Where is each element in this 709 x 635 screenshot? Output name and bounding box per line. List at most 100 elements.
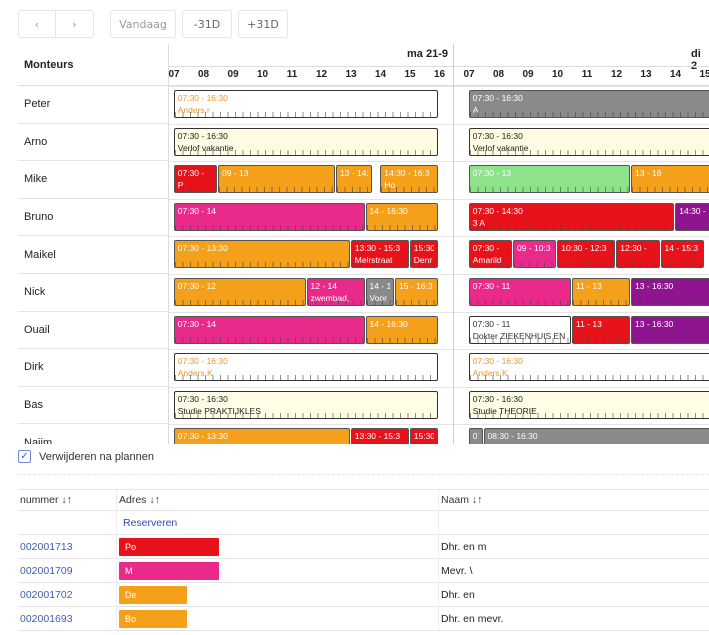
appointment-block[interactable]: 15:30 Denr [409, 240, 439, 269]
col-nummer-header[interactable]: nummer ↓↑ [20, 494, 72, 506]
address-chip[interactable]: De [119, 585, 187, 604]
appointment-time: 07:30 - 16:30 [472, 393, 523, 404]
hour-label: 14 [669, 69, 682, 80]
appointment-block[interactable]: 07:30 - Amarild [468, 240, 512, 269]
appointment-label: Amarild [472, 255, 502, 266]
time-ticks [632, 187, 709, 193]
appointment-time: 13 - 16 [635, 168, 662, 179]
appointment-block[interactable]: 15:30 [409, 428, 439, 444]
address-chip[interactable]: Po [119, 537, 219, 556]
appointment-time: 09 - 13 [222, 168, 249, 179]
appointment-block[interactable]: 07:30 - 16:30 Verlof vakantie [468, 127, 709, 156]
name-cell: Dhr. en mevr. [438, 607, 709, 630]
appointment-block[interactable]: 13 - 16 [631, 165, 709, 194]
order-number-link[interactable]: 002001713 [20, 540, 73, 553]
hour-label: 09 [227, 69, 239, 80]
appointment-block[interactable]: 14 - 15:3 [660, 240, 704, 269]
appointment-block[interactable]: 07:30 - 14 [173, 315, 365, 344]
appointment-block[interactable]: 13:30 - 15:3 Meirstraat [350, 240, 409, 269]
reserve-link[interactable]: Reserveren [116, 511, 438, 534]
appointment-block[interactable]: 07:30 - 13 [468, 165, 630, 194]
minus-31d-button[interactable]: -31D [182, 10, 232, 38]
table-row[interactable]: 002001702 De Dhr. en [18, 583, 709, 607]
appointment-block[interactable]: 07:30 - 16:30 Anders K [468, 353, 709, 382]
appointment-block[interactable]: 12:30 - [616, 240, 660, 269]
col-naam-header[interactable]: Naam ↓↑ [438, 490, 709, 510]
table-row[interactable]: 002001693 Bo Dhr. en mevr. [18, 607, 709, 631]
appointment-block[interactable]: 13 - 14:3 [336, 165, 372, 194]
appointment-time: 11 - 13 [576, 281, 602, 291]
time-ticks [174, 149, 438, 155]
time-ticks [469, 149, 709, 155]
hour-label: 07 [463, 69, 475, 80]
address-chip[interactable]: M [119, 561, 219, 580]
appointment-block[interactable]: 07:30 - 16:30 Anders K [173, 353, 439, 382]
hours-row: 07 08 09 10 11 12 13 14 15 16 07 08 09 10 11 12 13 14 15 [168, 66, 709, 86]
plus-31d-button[interactable]: +31D [238, 10, 288, 38]
appointment-block[interactable]: 14:30 - 16:3 Ho [380, 165, 439, 194]
appointment-block[interactable]: 12 - 14 zwembad, [306, 278, 365, 306]
hour-label: 12 [315, 69, 328, 80]
name-cell: Dhr. en m [438, 535, 709, 558]
appointment-block[interactable]: 11 - 13 [572, 315, 630, 344]
appointment-block[interactable]: 07:30 - 11 [468, 278, 571, 306]
appointment-block[interactable]: 07:3 [468, 428, 483, 444]
col-adres-header[interactable]: Adres ↓↑ [116, 490, 438, 510]
time-ticks [469, 412, 709, 418]
order-number-link[interactable]: 002001693 [20, 612, 73, 625]
appointment-block[interactable]: 07:30 - 13:30 [173, 240, 350, 269]
appointment-block[interactable]: 15 - 16:3 [395, 278, 439, 306]
address-chip[interactable]: Bo [119, 609, 187, 628]
today-button[interactable]: Vandaag [110, 10, 176, 38]
hour-label: 10 [551, 69, 564, 80]
appointment-time: 13:30 - 15:3 [354, 243, 401, 254]
appointment-block[interactable]: 13 - 16:30 [631, 315, 709, 344]
appointment-block[interactable]: 09 - 10:3 [513, 240, 557, 269]
time-ticks [174, 224, 364, 230]
appointment-block[interactable]: 07:30 -P [173, 165, 217, 194]
appointment-label: Dokter ZIEKENHUIS EN [472, 330, 566, 341]
appointment-time: 07:30 - 11 [472, 318, 511, 329]
appointment-block[interactable]: 07:30 - 16:30 Anders r [173, 90, 439, 118]
appointment-block[interactable]: 07:30 - 16:30 A [468, 90, 709, 118]
day-label-1: ma 21-9 [407, 48, 448, 60]
next-button[interactable]: › [56, 10, 94, 38]
appointment-block[interactable]: 14 - 16:30 [365, 202, 439, 231]
appointment-block[interactable]: 07:30 - 16:30 Studie THEORIE [468, 390, 709, 419]
appointment-block[interactable]: 13 - 16:30 [631, 278, 709, 306]
row-line [169, 86, 709, 87]
order-number-link[interactable]: 002001702 [20, 588, 73, 601]
appointment-block[interactable]: 07:30 - 14:30 3 A [468, 202, 675, 231]
appointment-label: Studie PRAKTIJKLES [177, 405, 261, 416]
nav-group: ‹ › [18, 10, 94, 38]
appointment-block[interactable]: 07:30 - 16:30 Studie PRAKTIJKLES [173, 390, 439, 419]
time-ticks [410, 262, 438, 268]
appointment-label: Meirstraat [354, 255, 393, 266]
row-line [169, 349, 709, 351]
checkbox-checked-icon[interactable]: ✓ [18, 450, 31, 463]
appointment-block[interactable]: 11 - 13 [572, 278, 630, 306]
appointment-block[interactable]: 14 - 16:30 [365, 315, 439, 344]
remove-after-planning[interactable]: ✓ Verwijderen na plannen [18, 450, 154, 463]
toolbar: ‹ › Vandaag -31D +31D [18, 10, 288, 38]
prev-button[interactable]: ‹ [18, 10, 56, 38]
appointment-time: 07:30 - 14:30 [472, 205, 523, 216]
appointment-time: 13 - 16:30 [635, 318, 674, 329]
appointment-block[interactable]: 07:30 - 13:30 [173, 428, 350, 444]
appointment-block[interactable]: 08:30 - 16:30 [483, 428, 709, 444]
table-row[interactable]: 002001709 M Mevr. \ [18, 559, 709, 583]
order-number-link[interactable]: 002001709 [20, 564, 73, 577]
appointment-block[interactable]: 07:30 - 16:30 Verlof vakantie [173, 127, 439, 156]
appointment-time: 14 - 16:30 [369, 205, 408, 216]
appointment-block[interactable]: 09 - 13 [218, 165, 335, 194]
appointment-block[interactable]: 07:30 - 12 [173, 278, 306, 306]
table-row[interactable]: 002001713 Po Dhr. en m [18, 535, 709, 559]
appointment-block[interactable]: 07:30 - 11 Dokter ZIEKENHUIS EN [468, 315, 571, 344]
appointment-block[interactable]: 10:30 - 12:3 [557, 240, 616, 269]
appointment-block[interactable]: 14 - 1 Voor [365, 278, 394, 306]
address-cell: Bo [116, 607, 438, 630]
appointment-block[interactable]: 14:30 - [675, 202, 709, 231]
time-ticks [469, 187, 629, 193]
appointment-block[interactable]: 07:30 - 14 [173, 202, 365, 231]
appointment-block[interactable]: 13:30 - 15:3 [350, 428, 409, 444]
